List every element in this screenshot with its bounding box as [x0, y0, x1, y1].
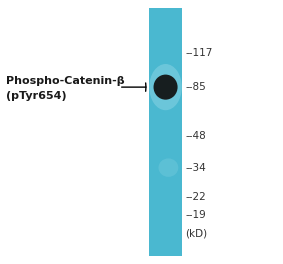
Text: Phospho-Catenin-β: Phospho-Catenin-β	[6, 76, 124, 86]
Ellipse shape	[149, 64, 182, 110]
Ellipse shape	[158, 158, 178, 177]
Text: --117: --117	[185, 48, 213, 58]
Text: --34: --34	[185, 163, 206, 173]
Ellipse shape	[153, 74, 178, 100]
Text: (kD): (kD)	[185, 229, 207, 239]
Bar	[149, 8, 182, 256]
Text: --85: --85	[185, 82, 206, 92]
Text: --19: --19	[185, 210, 206, 220]
Text: --48: --48	[185, 131, 206, 141]
Text: (pTyr654): (pTyr654)	[6, 91, 66, 101]
Text: --22: --22	[185, 192, 206, 202]
